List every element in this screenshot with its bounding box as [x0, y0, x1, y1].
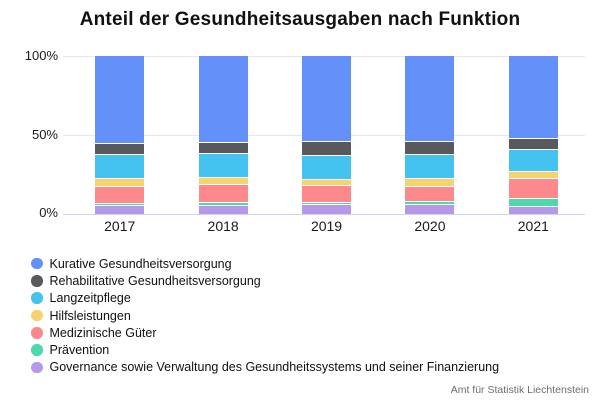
- bar-segment: [198, 202, 248, 205]
- legend-swatch-icon: [31, 327, 43, 339]
- legend-item[interactable]: Medizinische Güter: [31, 324, 499, 341]
- legend-label: Medizinische Güter: [49, 325, 157, 340]
- stacked-bar-2019: [302, 56, 352, 214]
- x-tick-label: 2017: [104, 217, 136, 234]
- bar-segment: [95, 56, 145, 143]
- legend-label: Prävention: [49, 343, 110, 358]
- bar-segment: [95, 185, 145, 203]
- bar-segment: [405, 141, 455, 155]
- bar-segment: [302, 204, 352, 214]
- x-tick-label: 2018: [207, 217, 239, 234]
- legend-item[interactable]: Prävention: [31, 341, 499, 358]
- bar-slot-2020: 2020: [378, 56, 481, 234]
- legend-swatch-icon: [31, 344, 43, 356]
- y-tick-50: 50%: [31, 127, 58, 142]
- x-tick-label: 2019: [310, 217, 343, 234]
- legend-item[interactable]: Governance sowie Verwaltung des Gesundhe…: [31, 359, 499, 376]
- legend-label: Governance sowie Verwaltung des Gesundhe…: [49, 360, 500, 375]
- legend-swatch-icon: [31, 292, 43, 304]
- bar-segment: [508, 148, 558, 172]
- bar-segment: [95, 154, 145, 178]
- y-tick-0: 0%: [39, 205, 58, 220]
- bar-segment: [508, 56, 558, 138]
- legend-label: Kurative Gesundheitsversorgung: [49, 256, 232, 271]
- legend: Kurative Gesundheitsversorgung Rehabilita…: [31, 255, 499, 376]
- bar-segment: [198, 141, 248, 153]
- legend-item[interactable]: Hilfsleistungen: [31, 307, 499, 324]
- legend-swatch-icon: [31, 275, 43, 287]
- bar-segment: [95, 202, 145, 206]
- bar-segment: [405, 177, 455, 186]
- legend-item[interactable]: Langzeitpflege: [31, 290, 499, 307]
- bar-segment: [95, 205, 145, 214]
- bar-segment: [405, 56, 455, 142]
- bar-segment: [198, 184, 248, 203]
- bar-segment: [405, 203, 455, 214]
- legend-label: Langzeitpflege: [49, 291, 131, 306]
- plot-area: 2017 2018 2019 2020 2021: [63, 56, 585, 234]
- legend-swatch-icon: [31, 257, 43, 270]
- bar-segment: [302, 154, 352, 180]
- bar-segment: [405, 185, 455, 202]
- chart-title: Anteil der Gesundheitsausgaben nach Funk…: [79, 9, 521, 30]
- legend-swatch-icon: [31, 361, 43, 374]
- legend-label: Hilfsleistungen: [49, 308, 131, 323]
- bar-slot-2017: 2017: [68, 56, 171, 234]
- bar-segment: [198, 176, 248, 185]
- bar-slot-2018: 2018: [171, 56, 274, 234]
- legend-item[interactable]: Kurative Gesundheitsversorgung: [31, 255, 499, 272]
- source-credit: Amt für Statistik Liechtenstein: [450, 384, 589, 396]
- bar-segment: [405, 154, 455, 178]
- legend-item[interactable]: Rehabilitative Gesundheitsversorgung: [31, 272, 499, 289]
- bar-segment: [508, 138, 558, 149]
- bar-segment: [198, 56, 248, 142]
- x-axis-line: [63, 214, 585, 215]
- bar-segment: [198, 204, 248, 214]
- bar-slot-2019: 2019: [275, 56, 378, 234]
- legend-label: Rehabilitative Gesundheitsversorgung: [49, 273, 261, 288]
- bar-segment: [508, 197, 558, 206]
- bar-segment: [95, 142, 145, 155]
- bar-slot-2021: 2021: [482, 56, 585, 234]
- bar-segment: [198, 152, 248, 177]
- stacked-bar-2021: [508, 56, 558, 214]
- x-tick-label: 2021: [517, 217, 549, 234]
- stacked-bar-2017: [95, 56, 145, 214]
- stacked-bar-2018: [198, 56, 248, 214]
- bar-segment: [302, 185, 352, 202]
- bar-segment: [302, 179, 352, 186]
- x-tick-label: 2020: [414, 217, 446, 234]
- bar-segment: [508, 177, 558, 198]
- bar-segment: [405, 201, 455, 204]
- bar-segment: [508, 205, 558, 214]
- bar-segment: [302, 201, 352, 205]
- bar-segment: [508, 171, 558, 178]
- bars: 2017 2018 2019 2020 2021: [68, 56, 585, 234]
- stacked-bar-2020: [405, 56, 455, 214]
- y-tick-100: 100%: [24, 48, 58, 63]
- bar-segment: [302, 141, 352, 155]
- legend-swatch-icon: [31, 309, 43, 322]
- bar-segment: [302, 56, 352, 142]
- bar-segment: [95, 177, 145, 186]
